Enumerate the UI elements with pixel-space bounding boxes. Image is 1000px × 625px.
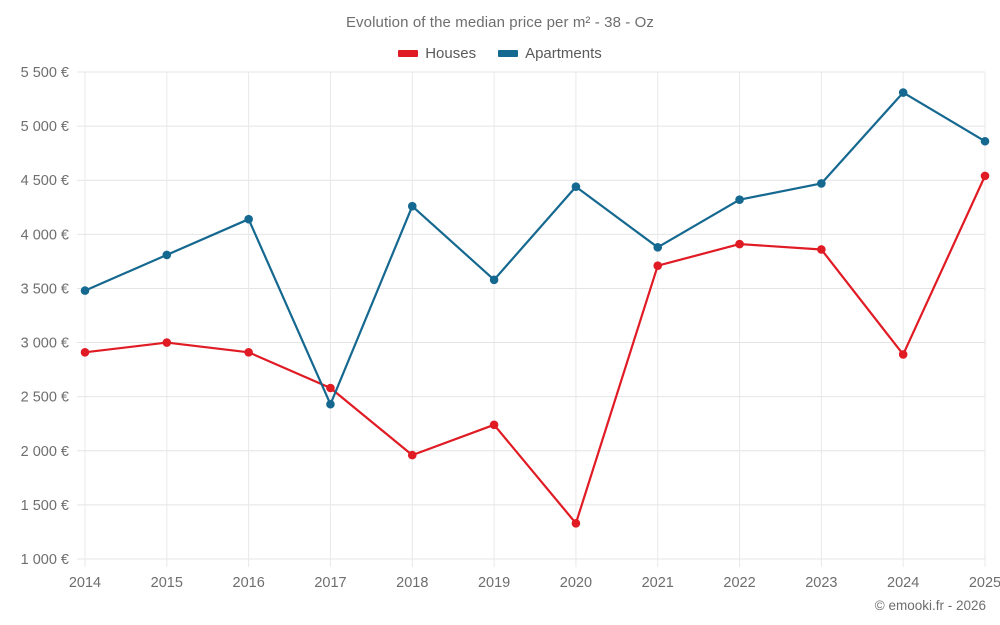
x-axis-tick-label: 2020 <box>560 575 592 591</box>
legend-label-houses: Houses <box>425 45 477 62</box>
y-axis-tick-label: 1 500 € <box>21 498 69 514</box>
data-series <box>80 88 990 528</box>
data-point-apartments-2018[interactable] <box>407 201 417 211</box>
series-line-apartments <box>83 91 987 406</box>
x-axis-tick-label: 2023 <box>805 575 837 591</box>
x-axis-tick-label: 2017 <box>314 575 346 591</box>
x-axis-tick-label: 2019 <box>478 575 510 591</box>
x-axis-tick-label: 2016 <box>233 575 265 591</box>
data-point-houses-2015[interactable] <box>162 338 172 347</box>
data-point-apartments-2023[interactable] <box>817 179 826 188</box>
data-point-apartments-2020[interactable] <box>571 182 581 192</box>
y-axis-tick-label: 4 000 € <box>21 227 69 243</box>
legend-label-apartments: Apartments <box>525 45 602 62</box>
x-axis-tick-label: 2022 <box>723 575 755 591</box>
x-axis-tick-label: 2025 <box>969 575 1000 591</box>
y-axis-tick-label: 3 000 € <box>21 336 69 352</box>
series-line-houses <box>83 174 987 525</box>
data-point-houses-2019[interactable] <box>489 420 499 430</box>
grid-lines <box>77 71 986 567</box>
chart-legend: Houses Apartments <box>0 45 1000 62</box>
data-point-apartments-2022[interactable] <box>735 195 744 204</box>
legend-swatch-apartments <box>498 50 519 57</box>
data-point-apartments-2017[interactable] <box>326 399 335 409</box>
data-point-houses-2017[interactable] <box>326 383 335 393</box>
y-axis-tick-label: 4 500 € <box>21 173 69 189</box>
data-point-apartments-2014[interactable] <box>80 286 90 295</box>
legend-item-apartments[interactable]: Apartments <box>498 45 602 62</box>
data-point-apartments-2015[interactable] <box>162 250 172 260</box>
y-axis-tick-label: 3 500 € <box>21 281 69 297</box>
legend-item-houses[interactable]: Houses <box>398 45 476 62</box>
legend-swatch-houses <box>398 50 419 57</box>
data-point-houses-2016[interactable] <box>244 348 253 357</box>
copyright-credit: © emooki.fr - 2026 <box>874 598 986 613</box>
y-axis-tick-label: 2 000 € <box>21 444 69 460</box>
y-axis-tick-label: 2 500 € <box>21 390 69 406</box>
x-axis-tick-label: 2021 <box>642 575 674 591</box>
data-point-houses-2014[interactable] <box>80 348 90 357</box>
data-point-apartments-2016[interactable] <box>244 214 253 224</box>
data-point-houses-2024[interactable] <box>898 350 908 359</box>
data-point-apartments-2025[interactable] <box>980 136 990 146</box>
data-point-houses-2023[interactable] <box>817 245 826 254</box>
data-point-houses-2025[interactable] <box>980 171 990 181</box>
data-point-houses-2021[interactable] <box>653 261 663 271</box>
y-axis-tick-label: 5 500 € <box>21 65 69 81</box>
x-axis-labels: 2014 2015 2016 2017 2018 2019 2020 2021 2022 2023… <box>69 575 1000 591</box>
data-point-houses-2020[interactable] <box>571 518 581 528</box>
chart-title: Evolution of the median price per m² - 3… <box>345 14 655 31</box>
x-axis-tick-label: 2018 <box>396 575 428 591</box>
data-point-apartments-2019[interactable] <box>489 275 499 285</box>
data-point-houses-2022[interactable] <box>735 239 744 249</box>
data-point-houses-2018[interactable] <box>407 450 417 460</box>
data-point-apartments-2024[interactable] <box>898 88 908 97</box>
x-axis-tick-label: 2015 <box>151 575 183 591</box>
x-axis-tick-label: 2014 <box>69 575 101 591</box>
y-axis-tick-label: 5 000 € <box>21 119 69 135</box>
x-axis-tick-label: 2024 <box>887 575 919 591</box>
y-axis-labels: 1 000 € 1 500 € 2 000 € 2 500 € 3 000 € 3 500… <box>21 65 69 568</box>
data-point-apartments-2021[interactable] <box>653 243 663 252</box>
y-axis-tick-label: 1 000 € <box>21 552 69 568</box>
